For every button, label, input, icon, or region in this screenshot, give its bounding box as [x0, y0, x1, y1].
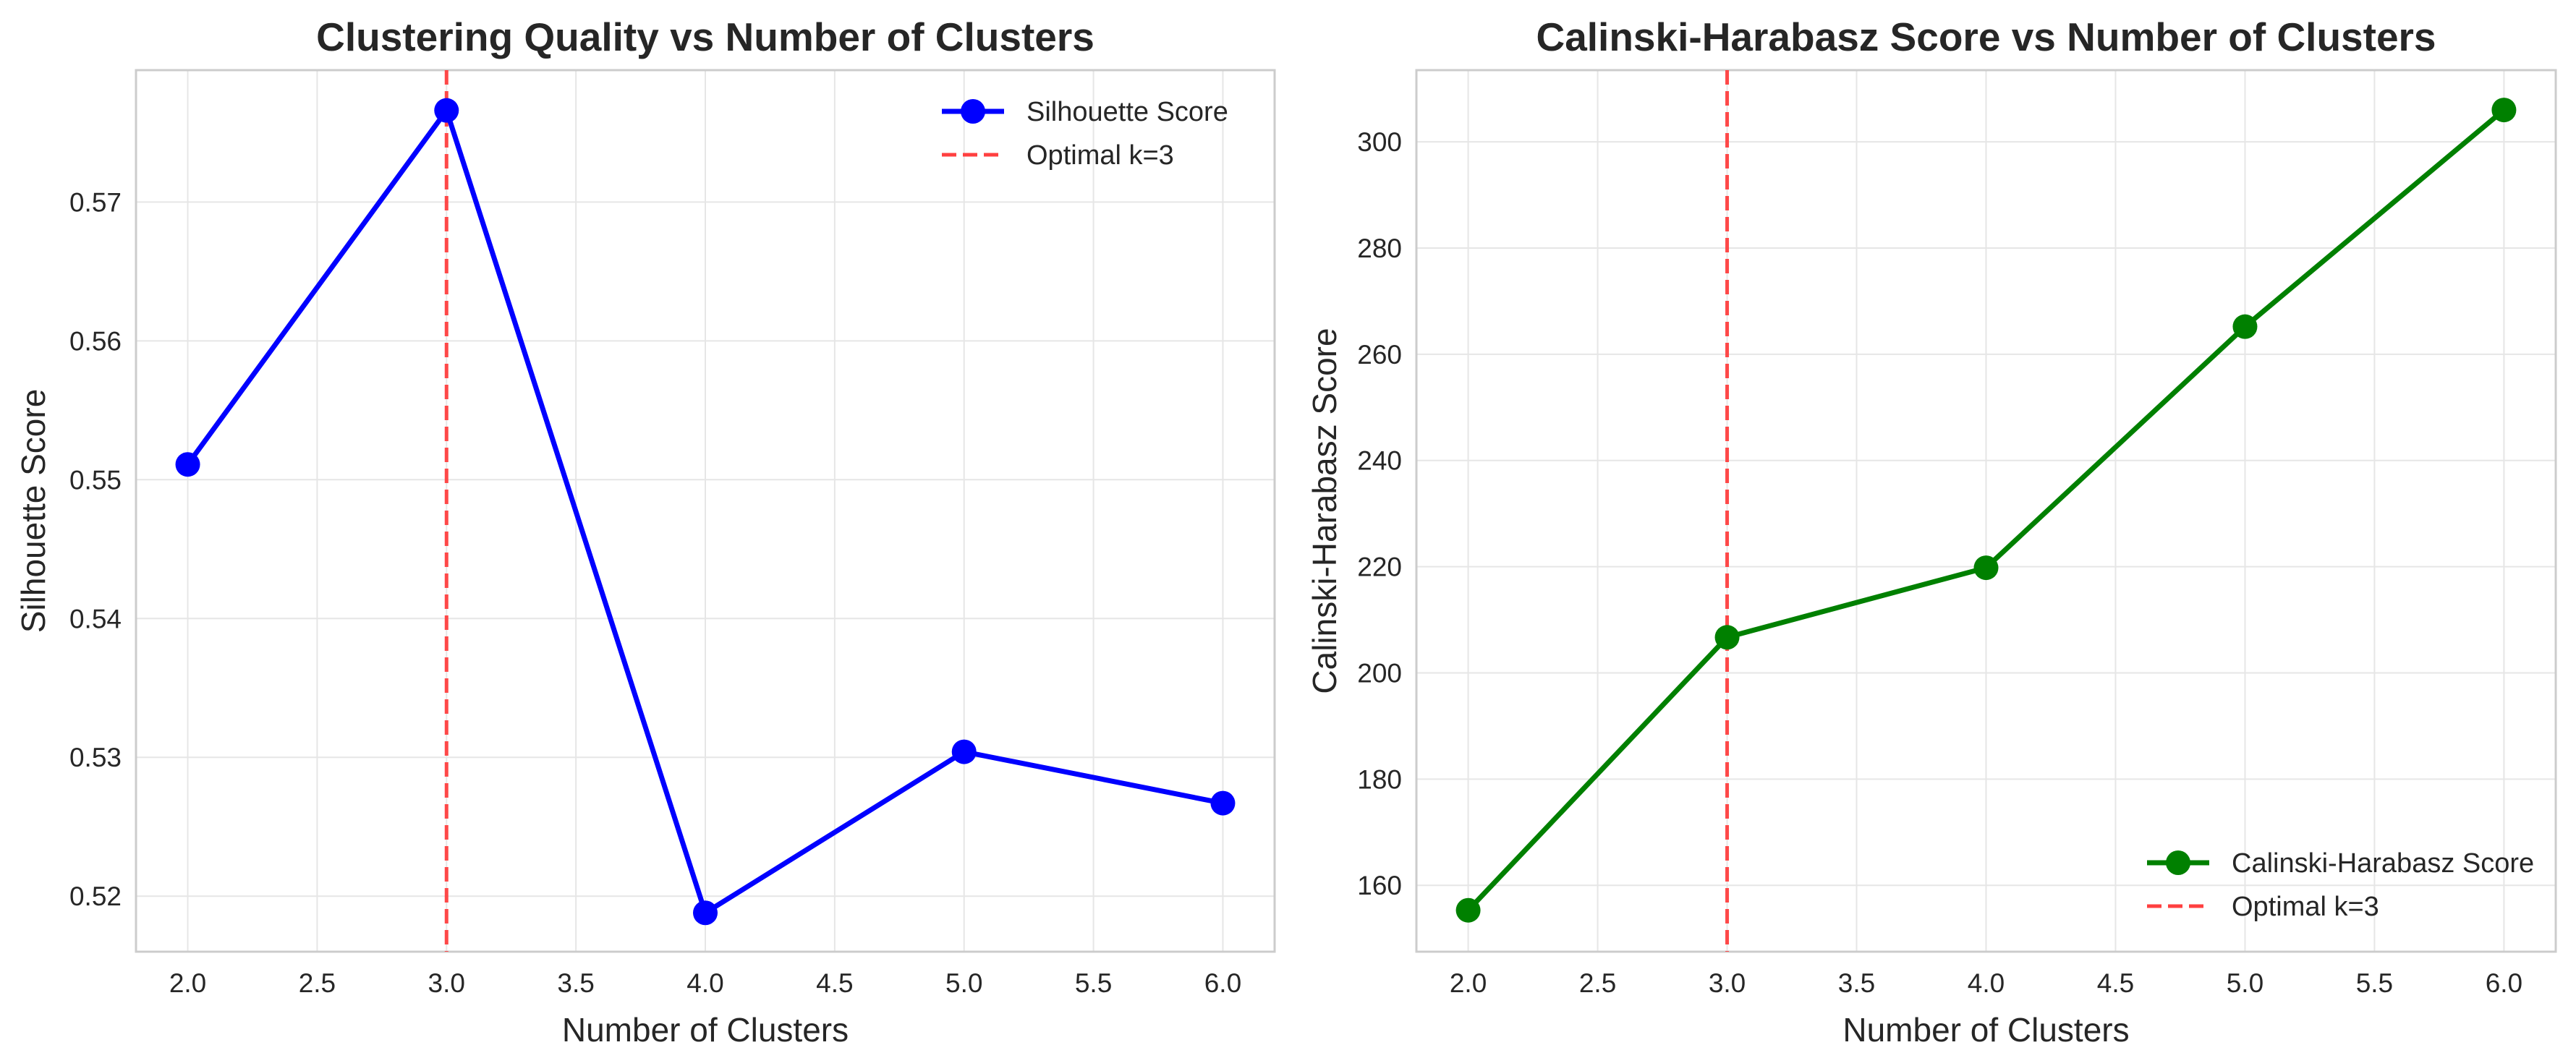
x-tick-label: 5.0 [2227, 968, 2263, 998]
calinski-harabasz-chart: 2.0 2.5 3.0 3.5 4.0 4.5 5.0 5.5 6.0 160 180 200 220 2… [1306, 14, 2557, 1049]
chart-title: Clustering Quality vs Number of Clusters [316, 14, 1094, 59]
x-tick-label: 3.0 [428, 968, 465, 998]
x-tick-label: 4.5 [816, 968, 853, 998]
data-point [1714, 625, 1740, 650]
x-tick-label: 2.0 [1450, 968, 1487, 998]
x-tick-label: 3.5 [557, 968, 594, 998]
y-tick-label: 240 [1357, 446, 1402, 476]
y-axis-label: Silhouette Score [14, 389, 52, 633]
y-tick-label: 300 [1357, 127, 1402, 157]
x-tick-label: 2.0 [169, 968, 206, 998]
x-tick-label: 6.0 [2486, 968, 2522, 998]
legend-series-marker [961, 99, 985, 124]
y-axis-label: Calinski-Harabasz Score [1306, 328, 1343, 694]
data-point [1455, 897, 1481, 923]
y-tick-label: 260 [1357, 340, 1402, 370]
x-tick-label: 4.5 [2097, 968, 2134, 998]
x-tick-label: 3.0 [1709, 968, 1746, 998]
y-tick-label: 160 [1357, 871, 1402, 900]
data-point [1973, 555, 1999, 581]
plot-frame [135, 69, 1276, 953]
legend-series-marker [2166, 850, 2190, 875]
legend-optimal-label: Optimal k=3 [2232, 892, 2379, 922]
x-tick-label: 2.5 [1579, 968, 1616, 998]
silhouette-chart: 2.0 2.5 3.0 3.5 4.0 4.5 5.0 5.5 6.0 0.52 0.53 0.54 0… [14, 14, 1276, 1049]
data-point [2491, 98, 2517, 123]
y-tick-label: 0.53 [69, 743, 122, 772]
y-tick-label: 280 [1357, 234, 1402, 263]
x-tick-label: 6.0 [1204, 968, 1241, 998]
x-tick-label: 4.0 [1968, 968, 2005, 998]
legend-optimal-label: Optimal k=3 [1026, 140, 1174, 171]
plot-frame [1415, 69, 2557, 953]
x-tick-label: 5.5 [2356, 968, 2393, 998]
y-tick-label: 0.52 [69, 882, 122, 911]
x-tick-label: 2.5 [299, 968, 336, 998]
y-tick-label: 0.55 [69, 465, 122, 495]
y-tick-label: 220 [1357, 553, 1402, 582]
y-tick-label: 200 [1357, 658, 1402, 688]
x-tick-label: 3.5 [1838, 968, 1875, 998]
y-tick-label: 180 [1357, 764, 1402, 794]
chart-title: Calinski-Harabasz Score vs Number of Clu… [1536, 14, 2436, 59]
y-tick-label: 0.56 [69, 326, 122, 356]
x-tick-label: 5.5 [1075, 968, 1112, 998]
y-tick-label: 0.57 [69, 187, 122, 217]
legend-series-label: Calinski-Harabasz Score [2232, 848, 2534, 879]
data-point [175, 452, 200, 477]
data-point [693, 900, 718, 926]
data-point [2232, 314, 2258, 339]
x-tick-label: 4.0 [686, 968, 723, 998]
data-point [1210, 790, 1236, 816]
data-point [951, 739, 977, 764]
x-tick-label: 5.0 [945, 968, 982, 998]
legend-series-label: Silhouette Score [1026, 97, 1228, 127]
data-point [434, 98, 459, 123]
y-tick-label: 0.54 [69, 604, 122, 633]
x-axis-label: Number of Clusters [562, 1011, 849, 1049]
x-axis-label: Number of Clusters [1842, 1011, 2129, 1049]
